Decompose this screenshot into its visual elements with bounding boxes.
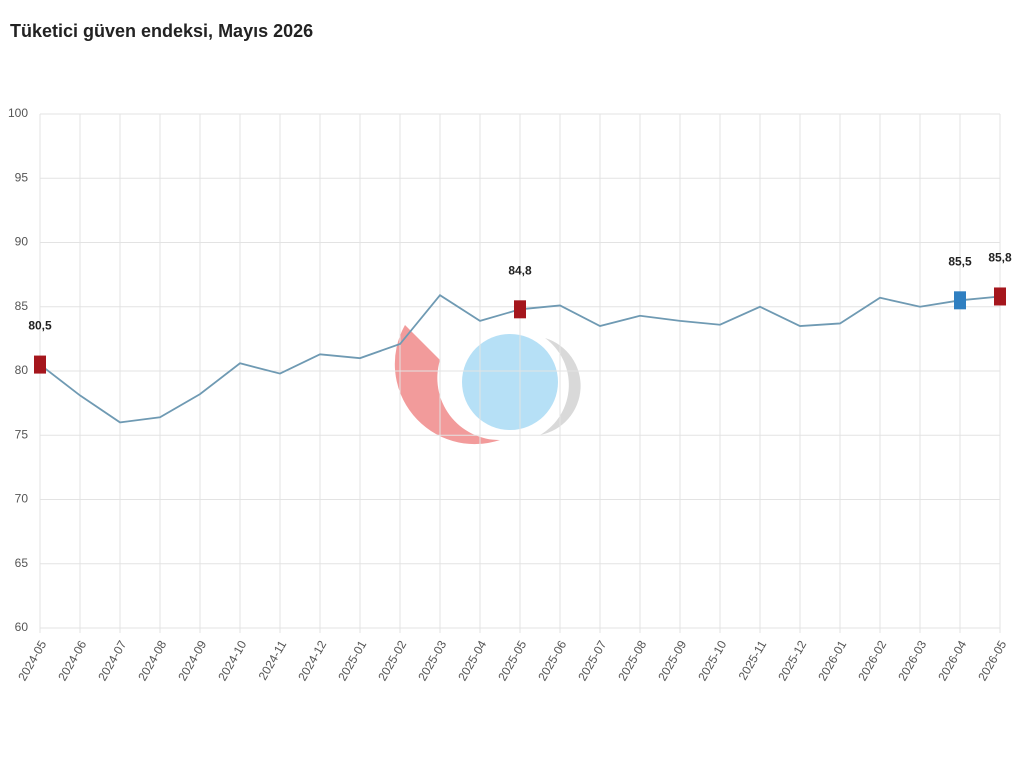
x-tick-label: 2024-11 [256, 638, 290, 683]
y-tick-label: 80 [15, 363, 29, 377]
x-tick-label: 2026-04 [935, 638, 969, 683]
x-tick-label: 2025-11 [736, 638, 770, 683]
y-tick-label: 70 [15, 492, 29, 506]
x-tick-label: 2024-09 [175, 638, 209, 683]
point-marker [34, 355, 46, 374]
data-label: 85,8 [988, 251, 1012, 265]
x-tick-label: 2025-06 [535, 638, 569, 683]
x-tick-label: 2024-05 [15, 638, 49, 683]
x-tick-label: 2026-03 [895, 638, 929, 683]
chart-title: Tüketici güven endeksi, Mayıs 2026 [10, 21, 313, 41]
x-tick-label: 2025-05 [495, 638, 529, 683]
y-tick-label: 65 [15, 556, 29, 570]
x-tick-label: 2025-07 [575, 638, 609, 683]
x-tick-label: 2025-01 [335, 638, 369, 683]
data-label: 85,5 [948, 254, 972, 268]
y-tick-label: 85 [15, 299, 29, 313]
x-tick-label: 2025-09 [655, 638, 689, 683]
x-tick-label: 2024-10 [215, 638, 249, 683]
x-tick-label: 2026-05 [975, 638, 1009, 683]
x-tick-label: 2025-10 [695, 638, 729, 683]
x-tick-label: 2025-03 [415, 638, 449, 683]
y-tick-label: 90 [15, 235, 29, 249]
y-tick-label: 60 [15, 620, 29, 634]
data-label: 84,8 [508, 263, 532, 277]
x-tick-label: 2024-08 [135, 638, 169, 683]
x-tick-label: 2025-12 [775, 638, 809, 683]
point-marker [954, 291, 966, 310]
x-tick-label: 2025-04 [455, 638, 489, 683]
x-tick-label: 2026-02 [855, 638, 889, 683]
watermark [394, 325, 581, 445]
x-tick-label: 2026-01 [815, 638, 849, 683]
x-tick-label: 2024-12 [295, 638, 329, 683]
y-tick-label: 75 [15, 427, 29, 441]
x-tick-label: 2024-07 [95, 638, 129, 683]
x-tick-label: 2024-06 [55, 638, 89, 683]
y-tick-label: 95 [15, 170, 29, 184]
x-tick-label: 2025-08 [615, 638, 649, 683]
point-marker [514, 300, 526, 319]
data-label: 80,5 [28, 319, 52, 333]
y-tick-label: 100 [8, 106, 28, 120]
point-marker [994, 287, 1006, 306]
x-tick-label: 2025-02 [375, 638, 409, 683]
